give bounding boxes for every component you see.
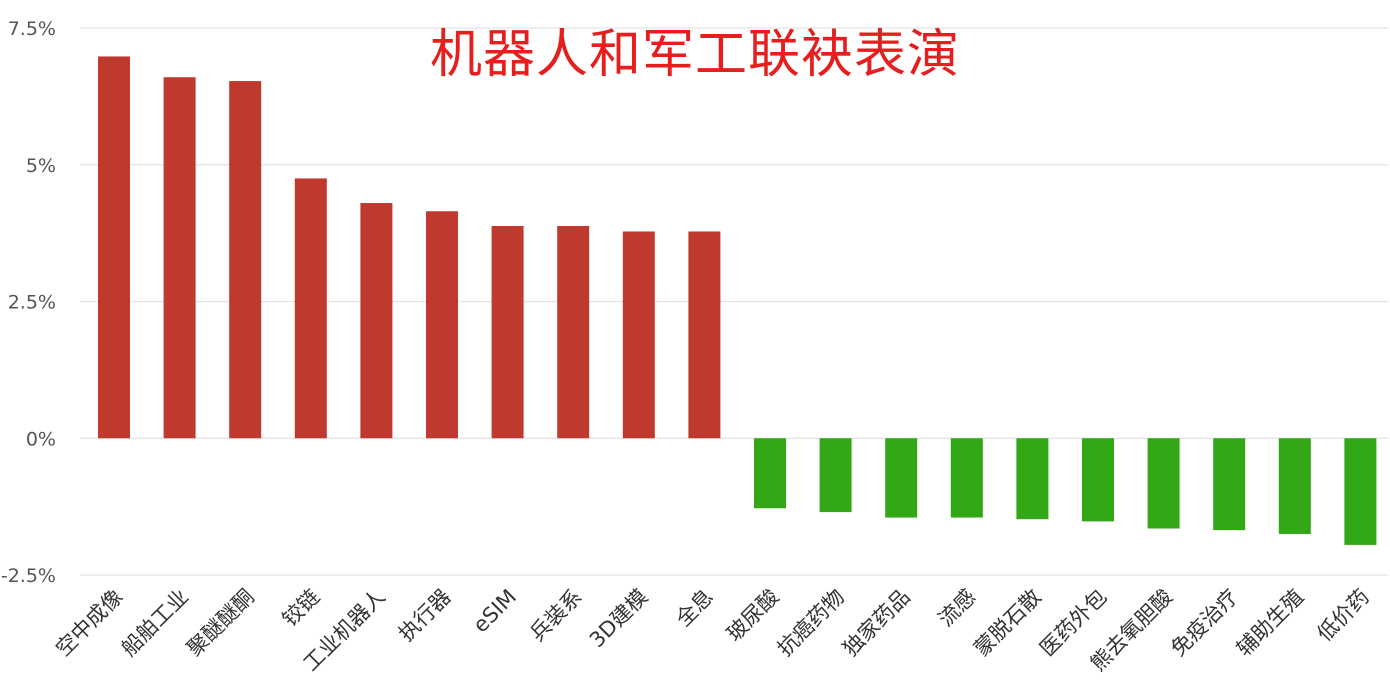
x-category-label: 兵装系: [525, 585, 587, 647]
x-category-label: 空中成像: [51, 585, 127, 661]
bar: [1278, 438, 1311, 534]
y-tick-label: 0%: [26, 428, 56, 450]
x-category-label: 免疫治疗: [1166, 585, 1242, 661]
bar: [754, 438, 786, 509]
y-tick-label: 2.5%: [8, 292, 56, 314]
bar: [1344, 438, 1377, 545]
bar: [1213, 438, 1246, 531]
y-tick-label: 5%: [26, 155, 56, 177]
bar: [819, 438, 852, 513]
bar: [360, 203, 393, 439]
x-category-label: 3D建模: [585, 585, 653, 653]
bar: [163, 77, 196, 439]
y-tick-label: -2.5%: [1, 565, 56, 587]
x-category-label: 全息: [671, 585, 718, 632]
bar: [491, 226, 524, 439]
x-category-label: 铰链: [278, 585, 325, 632]
y-tick-label: 7.5%: [8, 18, 56, 40]
x-category-label: 船舶工业: [117, 585, 193, 661]
bar: [98, 56, 130, 439]
x-category-label: 低价药: [1312, 585, 1374, 647]
x-category-label: 蒙脱石散: [970, 585, 1046, 661]
x-category-label: 辅助生殖: [1232, 585, 1308, 661]
bar: [688, 231, 721, 439]
x-category-label: 抗癌药物: [773, 585, 849, 661]
bar: [1147, 438, 1180, 529]
bar: [1016, 438, 1049, 520]
x-category-label: 玻尿酸: [722, 585, 784, 647]
x-category-label: 聚醚醚酮: [182, 585, 258, 661]
bar: [557, 226, 590, 439]
x-category-label: eSIM: [468, 585, 521, 638]
bar: [885, 438, 918, 518]
x-category-label: 流感: [934, 585, 981, 632]
x-category-label: 独家药品: [838, 585, 914, 661]
x-category-label: 执行器: [394, 585, 456, 647]
bar: [294, 178, 327, 439]
bar: [622, 231, 655, 439]
bar: [1082, 438, 1114, 522]
bar: [426, 211, 458, 439]
bar: [229, 81, 262, 439]
bar: [950, 438, 983, 518]
